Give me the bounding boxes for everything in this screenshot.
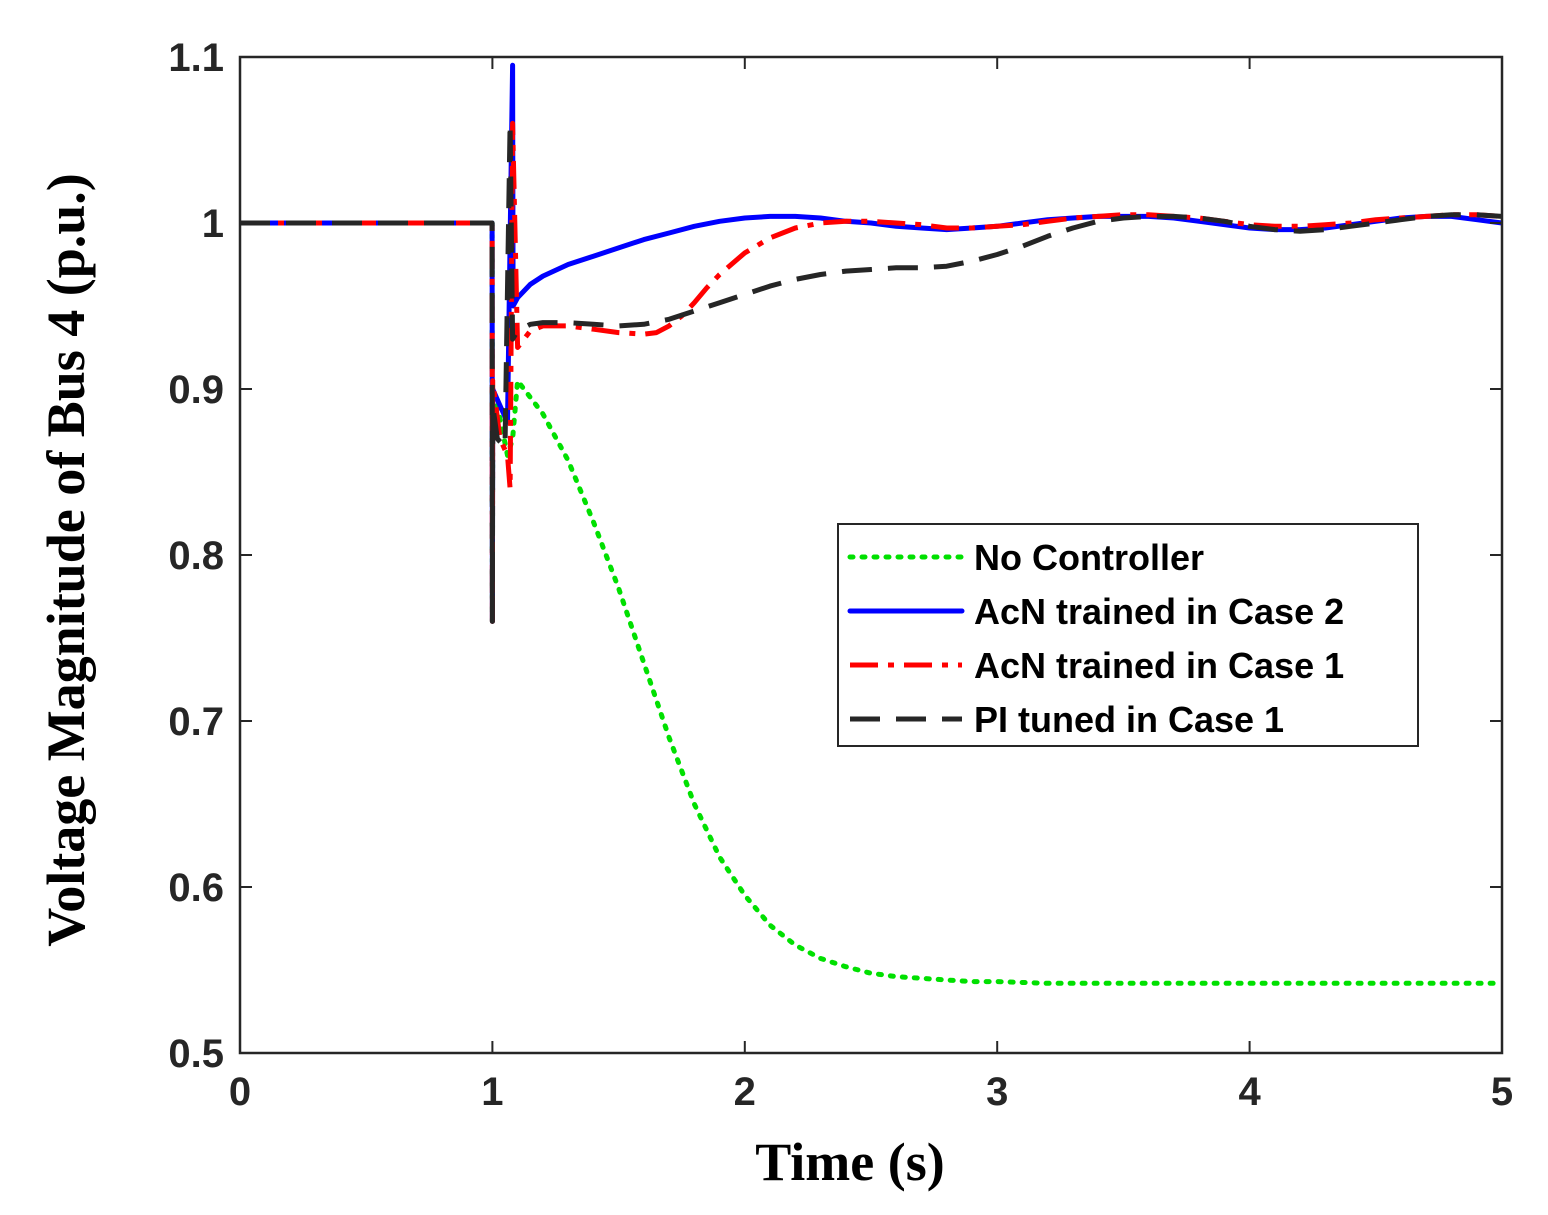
x-tick-label: 3 <box>986 1070 1008 1114</box>
x-tick-label: 0 <box>229 1070 251 1114</box>
legend-label-4: PI tuned in Case 1 <box>974 699 1284 740</box>
legend: No Controller AcN trained in Case 2 AcN tr… <box>837 523 1419 747</box>
y-tick-label: 1.1 <box>168 36 224 80</box>
legend-box <box>837 523 1419 747</box>
x-axis-title: Time (s) <box>755 1132 944 1192</box>
series-layer <box>240 62 1502 986</box>
x-tick-label: 1 <box>481 1070 503 1114</box>
y-tick-label: 0.8 <box>168 534 224 578</box>
series-line-4 <box>240 120 1502 624</box>
y-axis-title: Voltage Magnitude of Bus 4 (p.u.) <box>36 173 96 947</box>
x-tick-label: 2 <box>734 1070 756 1114</box>
y-tick-label: 0.5 <box>168 1032 224 1076</box>
x-tick-label: 4 <box>1238 1070 1261 1114</box>
legend-label-3: AcN trained in Case 1 <box>974 645 1344 686</box>
legend-label-2: AcN trained in Case 2 <box>974 591 1344 632</box>
y-tick-label: 0.6 <box>168 866 224 910</box>
x-tick-label: 5 <box>1491 1070 1513 1114</box>
y-tick-label: 0.7 <box>168 700 224 744</box>
axis-ticks: 0 1 2 3 4 5 0.5 0.6 0.7 0.8 0.9 1 1.1 <box>168 36 1513 1114</box>
y-tick-label: 0.9 <box>168 368 224 412</box>
y-tick-label: 1 <box>202 202 224 246</box>
legend-label-1: No Controller <box>974 537 1204 578</box>
